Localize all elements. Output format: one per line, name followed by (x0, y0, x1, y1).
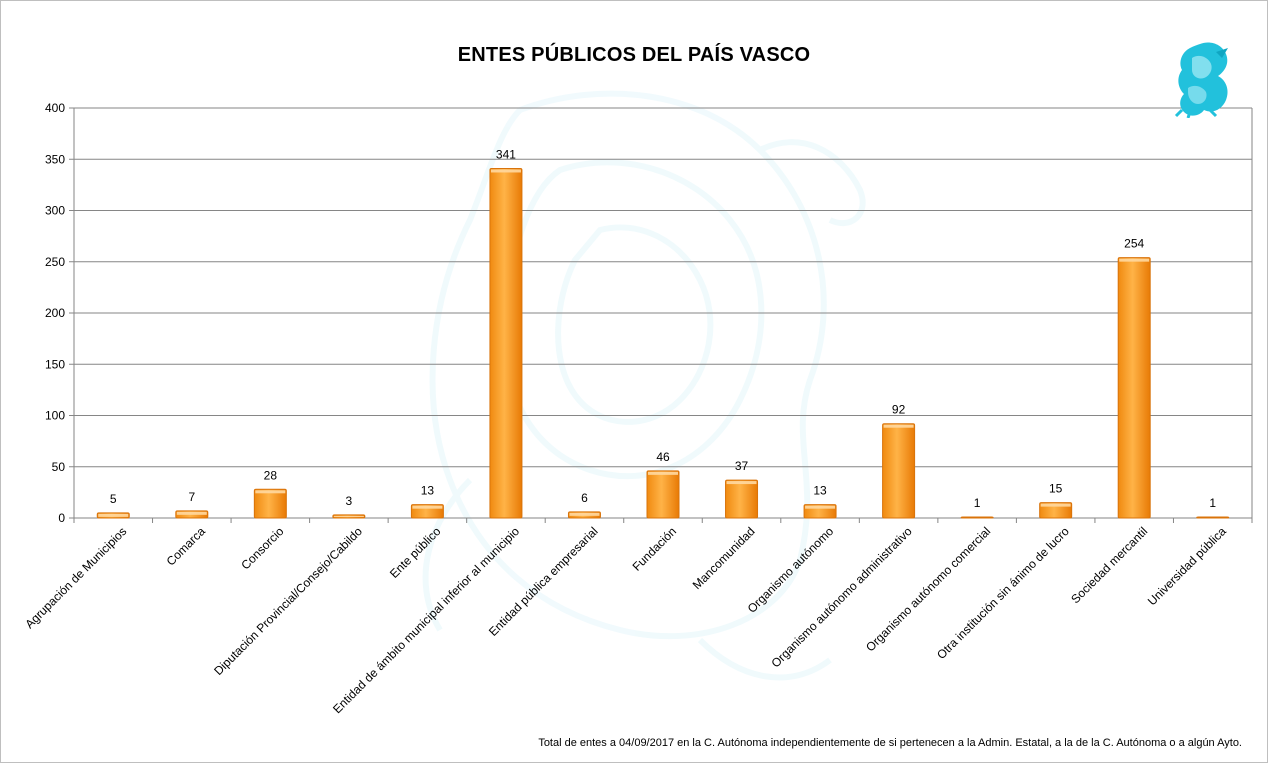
y-tick-label: 100 (45, 409, 65, 423)
x-tick-label: Organismo autónomo comercial (863, 524, 993, 654)
bar (1196, 516, 1230, 519)
y-tick-label: 50 (52, 460, 66, 474)
data-label: 28 (264, 468, 278, 482)
bar (882, 423, 916, 519)
bar (646, 470, 680, 519)
data-label: 1 (1209, 496, 1216, 510)
chart-title: ENTES PÚBLICOS DEL PAÍS VASCO (457, 44, 811, 66)
x-tick-label: Agrupación de Municipios (22, 524, 129, 631)
y-tick-label: 250 (45, 255, 65, 269)
bar-highlight (883, 424, 914, 428)
x-tick-label: Organismo autónomo (745, 524, 837, 616)
x-tick-label: Comarca (164, 524, 209, 569)
x-tick-label: Otra institución sin ánimo de lucro (934, 524, 1072, 662)
data-label: 92 (892, 403, 906, 417)
bar-highlight (412, 505, 443, 509)
bar-highlight (176, 511, 207, 515)
data-label: 15 (1049, 482, 1063, 496)
bar-highlight (490, 169, 521, 173)
x-tick-label: Mancomunidad (690, 524, 758, 592)
bar-highlight (569, 512, 600, 516)
bar (1117, 257, 1151, 519)
data-label: 341 (496, 147, 516, 161)
data-label: 5 (110, 492, 117, 506)
data-label: 13 (813, 484, 827, 498)
bar-highlight (1119, 258, 1150, 262)
y-tick-label: 200 (45, 306, 65, 320)
bar (489, 167, 523, 519)
x-tick-label: Diputación Provincial/Consejo/Cabildo (211, 524, 365, 678)
data-label: 3 (346, 494, 353, 508)
x-tick-label: Consorcio (238, 524, 286, 572)
y-tick-label: 150 (45, 357, 65, 371)
data-label: 46 (656, 450, 670, 464)
x-tick-label: Sociedad mercantil (1068, 524, 1150, 606)
bar-highlight (648, 471, 678, 475)
bar-highlight (333, 515, 364, 517)
bar-highlight (726, 481, 757, 485)
y-tick-label: 0 (58, 511, 65, 525)
data-label: 254 (1124, 237, 1144, 251)
data-label: 7 (188, 490, 195, 504)
data-label: 37 (735, 459, 749, 473)
griffin-logo-icon (1174, 42, 1228, 118)
data-label: 6 (581, 491, 588, 505)
y-tick-label: 300 (45, 204, 65, 218)
chart-footnote: Total de entes a 04/09/2017 en la C. Aut… (538, 737, 1242, 749)
bar (960, 516, 994, 519)
bar-highlight (1040, 503, 1071, 507)
bar (253, 488, 287, 519)
y-tick-label: 400 (45, 101, 65, 115)
data-label: 13 (421, 484, 435, 498)
x-tick-label: Organismo autónomo administrativo (769, 524, 915, 670)
bar-highlight (255, 490, 286, 494)
data-label: 1 (974, 496, 981, 510)
bar (725, 479, 759, 519)
y-tick-label: 350 (45, 152, 65, 166)
bar-highlight (805, 505, 836, 509)
x-tick-label: Universidad pública (1145, 524, 1229, 608)
x-tick-label: Ente público (387, 524, 444, 581)
bar-highlight (98, 513, 129, 517)
x-tick-label: Fundación (630, 524, 680, 574)
